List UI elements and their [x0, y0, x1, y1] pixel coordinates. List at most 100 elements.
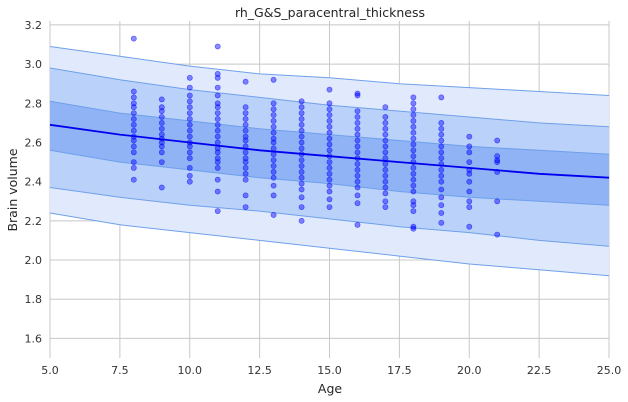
data-point-197 — [410, 225, 417, 232]
data-point-136 — [326, 182, 333, 189]
data-point-77 — [242, 155, 249, 162]
data-point-201 — [438, 131, 445, 138]
data-point-153 — [354, 172, 361, 179]
data-point-174 — [382, 198, 389, 205]
data-point-89 — [270, 123, 277, 130]
data-point-8 — [130, 127, 137, 134]
band-middle-upper-edge — [49, 67, 610, 128]
data-point-177 — [410, 100, 417, 107]
data-point-211 — [438, 194, 445, 201]
band-inner-lower-edge — [49, 149, 610, 206]
data-point-110 — [298, 145, 305, 152]
data-point-200 — [438, 125, 445, 132]
data-point-64 — [214, 176, 221, 183]
data-point-65 — [214, 188, 221, 195]
x-axis-title: Age — [318, 381, 342, 396]
data-point-228 — [494, 157, 501, 163]
data-point-213 — [438, 210, 445, 216]
data-point-188 — [410, 164, 417, 171]
data-point-25 — [158, 143, 165, 150]
data-point-51 — [214, 100, 221, 107]
data-point-138 — [326, 196, 333, 203]
data-point-79 — [242, 164, 249, 171]
data-point-157 — [354, 200, 361, 207]
x-tick-label-4: 15.0 — [317, 364, 342, 377]
data-point-58 — [214, 139, 221, 146]
data-point-116 — [298, 180, 305, 187]
data-point-108 — [298, 133, 305, 140]
data-point-91 — [270, 135, 277, 142]
data-point-28 — [158, 184, 165, 191]
data-point-74 — [242, 137, 249, 144]
data-point-85 — [270, 100, 277, 107]
data-point-183 — [410, 135, 417, 142]
x-tick-label-7: 22.5 — [527, 364, 552, 377]
y-tick-label-5: 2.6 — [25, 136, 43, 149]
band-middle-lower-edge — [49, 187, 610, 247]
data-point-179 — [410, 112, 417, 118]
data-point-121 — [326, 86, 333, 93]
data-point-127 — [326, 129, 333, 136]
data-point-105 — [298, 116, 305, 122]
data-point-6 — [130, 116, 137, 122]
data-point-151 — [354, 161, 361, 167]
data-point-123 — [326, 106, 333, 113]
data-point-162 — [382, 125, 389, 132]
data-point-13 — [130, 159, 137, 165]
data-point-98 — [270, 174, 277, 181]
data-point-19 — [158, 114, 165, 120]
data-point-168 — [382, 161, 389, 167]
data-point-16 — [158, 96, 165, 103]
data-point-26 — [158, 149, 165, 156]
chart-title: rh_G&S_paracentral_thickness — [235, 5, 425, 20]
data-point-160 — [382, 114, 389, 120]
data-point-169 — [382, 166, 389, 173]
data-point-83 — [242, 204, 249, 210]
data-point-191 — [410, 182, 417, 189]
data-point-196 — [410, 223, 417, 230]
data-point-29 — [186, 74, 193, 81]
y-tick-label-7: 3.0 — [25, 58, 43, 71]
data-point-175 — [382, 204, 389, 210]
data-point-38 — [186, 133, 193, 140]
data-point-42 — [186, 155, 193, 162]
x-axis-ticks: 5.0 7.5 10.0 12.5 15.0 17.5 20.0 22.5 25.0 — [41, 364, 621, 377]
data-point-210 — [438, 186, 445, 193]
data-point-117 — [298, 186, 305, 193]
data-point-109 — [298, 139, 305, 146]
data-point-5 — [130, 110, 137, 116]
data-point-155 — [354, 184, 361, 191]
data-point-61 — [214, 155, 221, 162]
data-point-103 — [298, 104, 305, 111]
data-point-11 — [130, 143, 137, 150]
data-point-113 — [298, 163, 305, 169]
data-point-220 — [466, 170, 473, 177]
data-point-126 — [326, 123, 333, 130]
data-point-180 — [410, 118, 417, 124]
data-point-173 — [382, 190, 389, 197]
data-point-54 — [214, 116, 221, 122]
data-point-52 — [214, 104, 221, 111]
data-point-56 — [214, 127, 221, 134]
y-tick-label-0: 1.6 — [25, 332, 43, 345]
data-point-53 — [214, 110, 221, 116]
data-point-223 — [466, 198, 473, 205]
data-point-4 — [130, 104, 137, 111]
data-point-161 — [382, 120, 389, 126]
data-point-0 — [130, 35, 137, 42]
band-outer-lower-edge — [49, 212, 610, 277]
data-point-22 — [158, 131, 165, 138]
data-point-20 — [158, 120, 165, 126]
data-point-17 — [158, 104, 165, 111]
data-point-73 — [242, 133, 249, 140]
data-point-218 — [466, 159, 473, 165]
data-point-205 — [438, 155, 445, 162]
data-point-144 — [354, 120, 361, 126]
data-point-57 — [214, 133, 221, 140]
data-point-72 — [242, 127, 249, 134]
data-point-92 — [270, 139, 277, 146]
data-point-221 — [466, 178, 473, 185]
x-tick-label-2: 10.0 — [178, 364, 203, 377]
data-point-44 — [186, 172, 193, 179]
data-point-46 — [214, 43, 221, 50]
